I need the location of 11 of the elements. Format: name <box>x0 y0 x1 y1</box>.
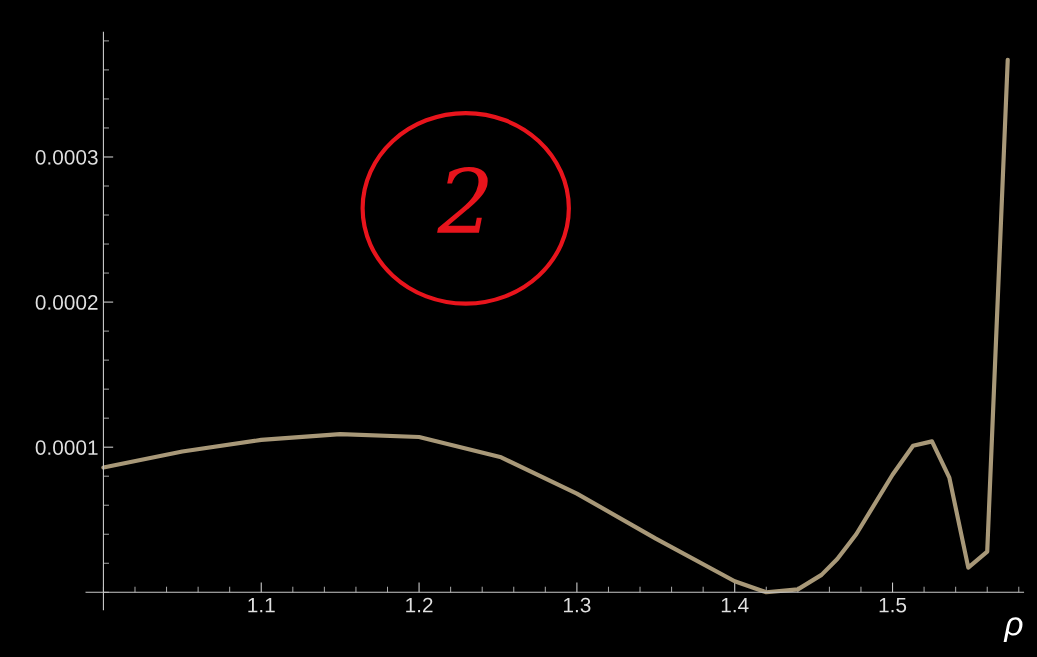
x-axis-title: ρ <box>1003 617 1023 643</box>
y-tick-label: 0.0003 <box>35 149 98 165</box>
annotation: 2 <box>437 166 488 233</box>
x-tick-label: 1.5 <box>879 597 907 613</box>
y-tick-label: 0.0002 <box>35 295 98 310</box>
y-tick-label: 0.0001 <box>35 440 98 455</box>
x-tick-label: 1.4 <box>721 597 749 613</box>
x-tick-label: 1.3 <box>564 597 591 613</box>
line-series <box>101 57 1010 595</box>
x-tick-label: 1.2 <box>406 597 433 613</box>
x-tick-label: 1.1 <box>248 597 275 613</box>
